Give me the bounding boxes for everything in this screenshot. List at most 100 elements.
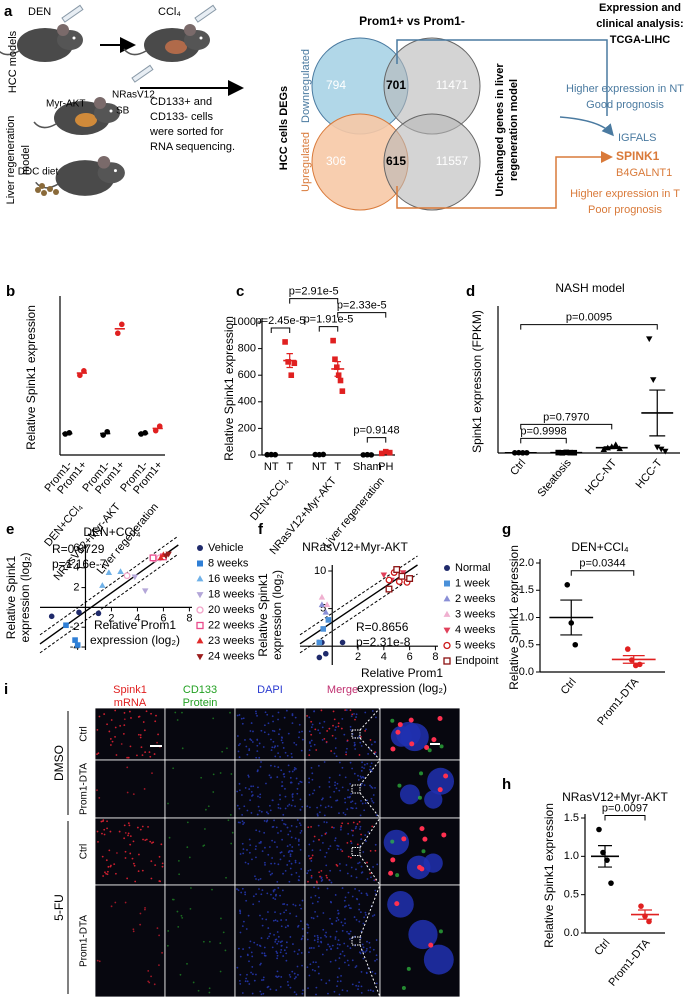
signal bbox=[437, 787, 443, 793]
mouse-ear bbox=[184, 24, 196, 36]
signal bbox=[266, 937, 269, 940]
label: SPINK1 bbox=[616, 149, 660, 163]
data-point bbox=[636, 661, 643, 668]
signal bbox=[269, 809, 272, 812]
signal bbox=[368, 768, 371, 771]
signal bbox=[360, 991, 363, 994]
signal bbox=[340, 848, 342, 851]
signal bbox=[361, 802, 364, 805]
signal bbox=[251, 973, 254, 976]
signal bbox=[441, 832, 447, 838]
signal bbox=[338, 812, 340, 815]
signal bbox=[351, 767, 354, 770]
signal bbox=[336, 782, 339, 785]
signal bbox=[295, 743, 298, 746]
signal bbox=[287, 833, 290, 836]
signal bbox=[322, 928, 325, 931]
signal bbox=[254, 848, 257, 851]
signal bbox=[338, 761, 341, 764]
signal bbox=[110, 905, 113, 908]
signal bbox=[236, 888, 238, 890]
signal bbox=[315, 880, 318, 883]
signal bbox=[260, 962, 262, 965]
signal bbox=[296, 953, 299, 955]
signal bbox=[274, 919, 277, 922]
data-point bbox=[316, 654, 323, 661]
chart-title: NRasV12+Myr-AKT bbox=[562, 790, 668, 804]
signal bbox=[366, 894, 369, 897]
signal bbox=[354, 718, 356, 721]
signal bbox=[314, 894, 317, 897]
signal bbox=[261, 889, 264, 891]
signal bbox=[126, 791, 129, 794]
signal bbox=[237, 889, 240, 892]
signal bbox=[331, 944, 334, 947]
legend-marker bbox=[444, 565, 450, 571]
x-tick-label: PH bbox=[378, 461, 393, 473]
signal bbox=[317, 945, 320, 948]
signal bbox=[336, 947, 339, 950]
signal bbox=[417, 795, 422, 800]
signal bbox=[281, 781, 284, 783]
p-value: p=2.45e-5 bbox=[256, 315, 306, 327]
label: NRasV12 bbox=[112, 90, 155, 101]
signal bbox=[419, 826, 425, 832]
signal bbox=[333, 790, 336, 793]
signal bbox=[365, 840, 367, 843]
signal bbox=[114, 736, 116, 738]
signal bbox=[133, 864, 136, 867]
link-down bbox=[559, 116, 614, 137]
data-point bbox=[322, 608, 330, 615]
signal bbox=[371, 825, 374, 828]
signal bbox=[363, 809, 366, 812]
signal bbox=[296, 787, 299, 790]
signal bbox=[334, 729, 337, 731]
signal bbox=[202, 845, 205, 847]
signal bbox=[277, 752, 280, 754]
signal bbox=[275, 975, 277, 978]
legend-marker bbox=[443, 657, 451, 665]
signal bbox=[370, 786, 373, 788]
column-header: CD133 bbox=[183, 684, 217, 696]
signal bbox=[156, 741, 158, 744]
error-bar bbox=[622, 655, 645, 664]
signal bbox=[255, 878, 257, 880]
signal bbox=[276, 880, 279, 883]
signal bbox=[239, 955, 242, 958]
signal bbox=[317, 965, 320, 968]
signal bbox=[348, 932, 351, 935]
signal bbox=[172, 767, 175, 770]
signal bbox=[286, 754, 289, 757]
signal bbox=[280, 851, 283, 854]
signal bbox=[273, 819, 275, 822]
signal bbox=[254, 875, 256, 878]
signal bbox=[272, 890, 275, 893]
signal bbox=[358, 951, 361, 954]
signal bbox=[301, 899, 304, 902]
signal bbox=[257, 878, 260, 881]
confidence-band bbox=[39, 553, 179, 654]
signal bbox=[296, 819, 299, 821]
signal bbox=[241, 722, 244, 725]
signal bbox=[222, 931, 225, 934]
signal bbox=[321, 953, 324, 956]
signal bbox=[334, 837, 337, 840]
signal bbox=[339, 980, 342, 983]
signal bbox=[299, 808, 302, 811]
nucleus bbox=[424, 790, 443, 809]
legend-label: 8 weeks bbox=[208, 557, 249, 569]
signal bbox=[401, 985, 406, 990]
panel-label: f bbox=[258, 521, 264, 538]
signal bbox=[330, 750, 333, 752]
annotation: R=0.8656 bbox=[356, 620, 409, 634]
signal bbox=[279, 807, 282, 810]
p-value: p=2.33e-5 bbox=[337, 300, 387, 312]
signal bbox=[339, 828, 342, 831]
signal bbox=[351, 895, 354, 898]
signal bbox=[124, 901, 127, 904]
signal bbox=[258, 842, 261, 844]
signal bbox=[102, 819, 105, 822]
signal bbox=[271, 839, 273, 842]
signal bbox=[167, 802, 169, 805]
signal bbox=[360, 745, 363, 747]
